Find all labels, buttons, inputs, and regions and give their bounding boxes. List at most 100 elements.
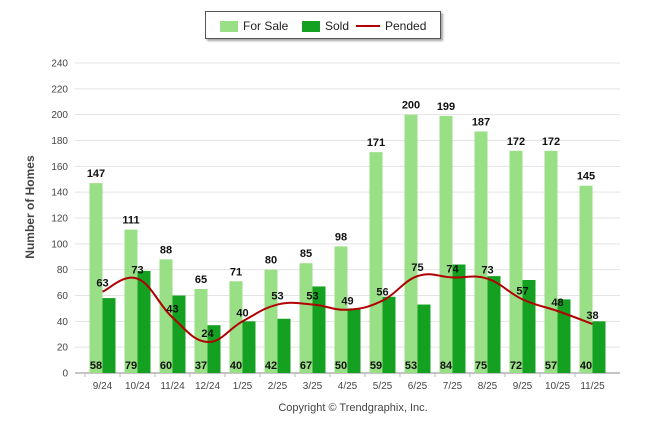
y-tick-label: 180 bbox=[51, 136, 68, 147]
label-sold: 72 bbox=[510, 360, 522, 372]
label-for-sale: 171 bbox=[367, 137, 385, 149]
x-tick-label: 11/25 bbox=[580, 381, 605, 392]
label-sold: 42 bbox=[265, 360, 277, 372]
label-sold: 57 bbox=[545, 360, 557, 372]
label-pended: 24 bbox=[201, 328, 214, 340]
x-tick-label: 11/24 bbox=[160, 381, 185, 392]
label-for-sale: 71 bbox=[230, 266, 242, 278]
label-sold: 50 bbox=[335, 360, 347, 372]
y-axis-title: Number of Homes bbox=[23, 155, 37, 259]
y-tick-label: 240 bbox=[51, 59, 68, 70]
bar-sold bbox=[172, 295, 186, 373]
legend-swatch-sold bbox=[302, 20, 320, 32]
x-tick-label: 10/25 bbox=[545, 381, 570, 392]
label-pended: 73 bbox=[481, 265, 493, 277]
label-sold: 60 bbox=[160, 360, 172, 372]
bar-sold bbox=[102, 298, 116, 373]
y-tick-label: 80 bbox=[57, 265, 69, 276]
y-tick-label: 160 bbox=[51, 162, 68, 173]
legend-swatch-for-sale bbox=[220, 20, 238, 32]
bar-for-sale bbox=[89, 183, 103, 373]
bar-sold bbox=[487, 276, 501, 373]
x-tick-label: 10/24 bbox=[125, 381, 150, 392]
bar-sold bbox=[277, 318, 291, 373]
label-sold: 40 bbox=[230, 360, 242, 372]
legend-item-pended[interactable]: Pended bbox=[356, 19, 426, 33]
label-for-sale: 187 bbox=[472, 116, 490, 128]
label-for-sale: 111 bbox=[122, 215, 139, 227]
pended-line-series bbox=[102, 273, 593, 344]
label-for-sale: 145 bbox=[577, 171, 595, 183]
y-tick-label: 140 bbox=[51, 188, 68, 199]
bar-sold bbox=[207, 325, 221, 373]
legend-label-pended: Pended bbox=[385, 19, 427, 33]
x-tick-label: 2/25 bbox=[268, 381, 288, 392]
label-for-sale: 80 bbox=[265, 255, 277, 267]
legend-item-sold[interactable]: Sold bbox=[302, 19, 349, 33]
bar-sold bbox=[312, 286, 326, 373]
axes: 0 20 40 60 80 100 120 140 160 180 200 220 240 9/24 10/… bbox=[51, 59, 605, 393]
pended-line bbox=[102, 273, 593, 344]
label-sold: 53 bbox=[405, 360, 417, 372]
label-sold: 79 bbox=[125, 360, 137, 372]
bar-for-sale bbox=[544, 150, 558, 373]
bar-sold bbox=[347, 308, 361, 373]
copyright-text: Copyright © Trendgraphix, Inc. bbox=[278, 402, 428, 414]
y-tick-label: 40 bbox=[57, 317, 69, 328]
y-tick-label: 120 bbox=[51, 214, 68, 225]
label-pended: 48 bbox=[551, 297, 563, 309]
bar-sold bbox=[137, 270, 151, 373]
x-tick-label: 7/25 bbox=[443, 381, 463, 392]
x-tick-label: 1/25 bbox=[233, 381, 253, 392]
label-pended: 43 bbox=[166, 303, 178, 315]
bar-for-sale bbox=[369, 152, 383, 373]
y-tick-label: 100 bbox=[51, 239, 68, 250]
label-pended: 38 bbox=[586, 310, 598, 322]
legend-label-for-sale: For Sale bbox=[243, 19, 289, 33]
bar-for-sale bbox=[404, 114, 418, 374]
label-sold: 59 bbox=[370, 360, 382, 372]
x-tick-label: 8/25 bbox=[478, 381, 498, 392]
label-for-sale: 88 bbox=[160, 244, 172, 256]
legend-label-sold: Sold bbox=[325, 19, 350, 33]
label-sold: 37 bbox=[195, 360, 207, 372]
label-sold: 58 bbox=[90, 360, 102, 372]
label-sold: 75 bbox=[475, 360, 487, 372]
label-sold: 84 bbox=[440, 360, 453, 372]
bar-for-sale bbox=[194, 289, 208, 373]
bar-sold bbox=[382, 296, 396, 373]
label-for-sale: 98 bbox=[335, 231, 347, 243]
x-tick-label: 12/24 bbox=[195, 381, 220, 392]
label-pended: 49 bbox=[341, 296, 353, 308]
bar-sold bbox=[242, 321, 256, 373]
bar-for-sale bbox=[439, 115, 453, 373]
label-sold: 67 bbox=[300, 360, 312, 372]
x-tick-label: 3/25 bbox=[303, 381, 323, 392]
bar-sold bbox=[452, 264, 466, 373]
bar-for-sale bbox=[299, 263, 313, 373]
label-for-sale: 85 bbox=[300, 248, 312, 260]
legend-item-for-sale[interactable]: For Sale bbox=[220, 19, 288, 33]
bar-for-sale bbox=[229, 281, 243, 373]
bar-for-sale bbox=[509, 150, 523, 373]
bar-for-sale bbox=[474, 131, 488, 373]
x-tick-label: 6/25 bbox=[408, 381, 428, 392]
bar-sold bbox=[592, 321, 606, 373]
y-tick-label: 200 bbox=[51, 110, 68, 121]
legend-line-pended bbox=[356, 25, 380, 27]
label-pended: 40 bbox=[236, 307, 248, 319]
bar-for-sale bbox=[264, 269, 278, 373]
label-sold: 40 bbox=[580, 360, 592, 372]
label-pended: 57 bbox=[516, 285, 528, 297]
bar-series bbox=[89, 114, 606, 374]
y-tick-label: 220 bbox=[51, 84, 68, 95]
label-for-sale: 65 bbox=[195, 274, 207, 286]
bar-sold bbox=[417, 304, 431, 373]
label-for-sale: 172 bbox=[542, 136, 560, 148]
label-pended: 74 bbox=[446, 263, 459, 275]
label-pended: 63 bbox=[96, 278, 108, 290]
label-for-sale: 172 bbox=[507, 136, 525, 148]
label-for-sale: 200 bbox=[402, 100, 420, 112]
x-tick-label: 5/25 bbox=[373, 381, 393, 392]
